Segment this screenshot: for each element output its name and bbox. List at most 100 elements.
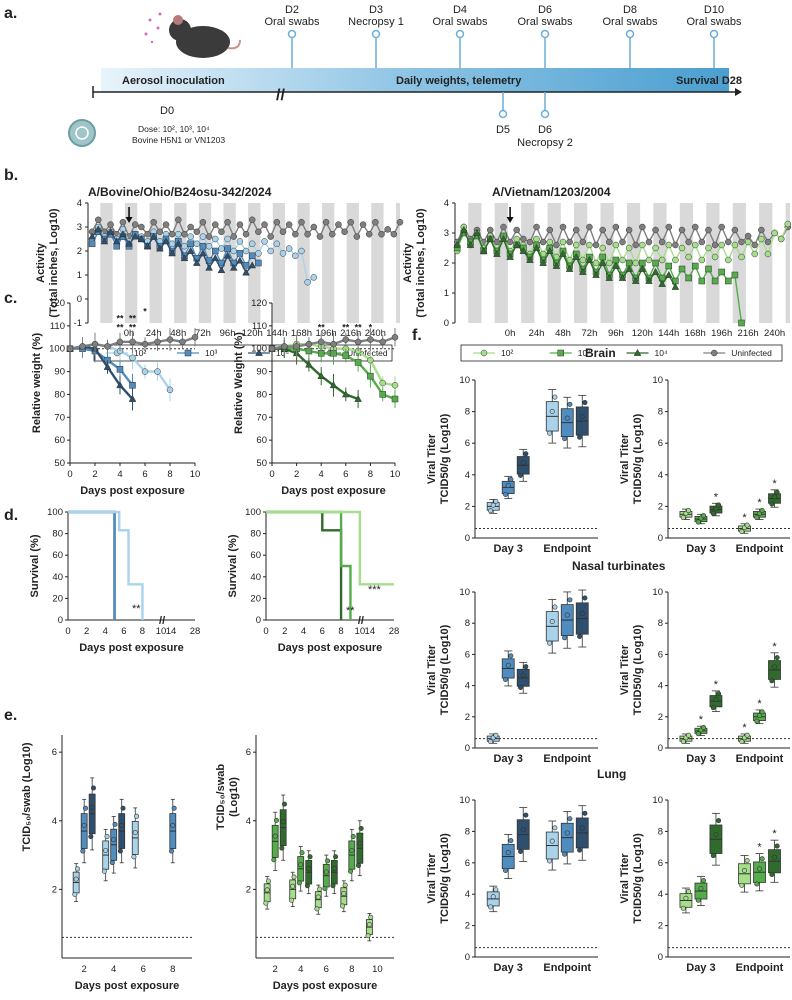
f-title-nasal: Nasal turbinates	[572, 559, 666, 573]
legend-label: 10²	[134, 348, 146, 358]
box-point	[281, 801, 287, 807]
data-point	[512, 240, 521, 248]
x-group-label: Endpoint	[736, 962, 784, 974]
y-tick-label: 110	[50, 321, 65, 332]
data-point	[718, 223, 725, 231]
box-point	[754, 718, 760, 724]
data-point	[572, 226, 580, 234]
timeline-top-day: D4	[453, 4, 467, 16]
y-axis-label-line1: Viral Titer	[426, 644, 438, 695]
data-point	[186, 246, 195, 254]
y-axis-label: Survival (%)	[29, 534, 41, 597]
data-point	[391, 395, 399, 403]
data-point	[154, 338, 161, 346]
significance-mark: *	[714, 679, 719, 691]
data-point	[143, 242, 152, 250]
data-point	[665, 241, 673, 249]
x-tick-label: 28	[190, 626, 201, 637]
box-point	[72, 891, 78, 897]
y-tick-label: 60	[250, 550, 261, 561]
data-point	[267, 233, 274, 240]
y-tick-label: 0	[465, 952, 470, 963]
y-tick-label: 8	[465, 407, 470, 418]
survival-curve	[266, 510, 394, 586]
data-point	[391, 382, 399, 389]
y-tick-label: 80	[52, 529, 63, 540]
svg-text://: //	[276, 87, 285, 104]
data-point	[526, 238, 534, 246]
data-point	[304, 278, 311, 286]
significance-mark: **	[116, 313, 124, 323]
data-point	[100, 237, 109, 245]
box-point	[579, 825, 585, 831]
data-point	[129, 354, 136, 362]
data-point	[205, 242, 213, 250]
box-point	[518, 849, 524, 855]
data-point	[711, 277, 719, 285]
data-point	[738, 238, 745, 246]
box-point	[315, 894, 321, 900]
data-point	[685, 253, 692, 261]
survival-curve	[68, 510, 116, 620]
box-point	[716, 818, 722, 824]
data-point	[378, 230, 385, 238]
x-group-label: Day 3	[686, 543, 715, 555]
data-point	[738, 253, 745, 261]
box-point	[134, 813, 140, 819]
data-point	[725, 277, 732, 285]
y-axis-label: Viral TiterTCID50/g (Log10)	[426, 624, 451, 715]
x-tick-label: 168h	[685, 328, 706, 339]
legend-label: 10⁴	[655, 348, 668, 358]
y-tick-label: 8	[658, 826, 663, 837]
data-point	[671, 282, 680, 290]
significance-mark: *	[369, 322, 373, 332]
box-point	[488, 508, 494, 514]
data-point	[632, 241, 639, 249]
legend-label: 10²	[501, 348, 513, 358]
box-point	[577, 847, 583, 853]
x-group-label: Endpoint	[543, 962, 591, 974]
x-tick-label: 144h	[658, 328, 679, 339]
night-band	[785, 203, 790, 323]
box-point	[88, 834, 94, 840]
data-point	[112, 237, 121, 245]
data-point	[137, 234, 146, 242]
data-point	[486, 234, 495, 242]
data-point	[317, 338, 325, 346]
box-point	[366, 922, 372, 928]
weight-chart-vietnam: 120 110 100 90 80 70 60 500 2 4 6 8 10 Days post expo…	[233, 298, 400, 497]
box-point	[754, 881, 760, 887]
data-point	[261, 221, 268, 228]
x-tick-label: 6	[324, 964, 329, 975]
data-point	[317, 350, 325, 357]
night-band	[706, 203, 720, 323]
x-axis-label: Days post exposure	[75, 980, 180, 992]
y-tick-label: 4	[246, 816, 251, 827]
significance-mark: *	[757, 497, 762, 509]
y-tick-label: -1	[74, 318, 82, 329]
data-point	[645, 238, 653, 246]
legend-label: 10³	[578, 348, 590, 358]
mouse-illustration	[144, 12, 241, 58]
box-point	[323, 869, 329, 875]
data-point	[329, 230, 336, 238]
activity-chart-bovine: A/Bovine/Ohio/B24osu-342/2024 -1 0 1 2 3 4 0h 24…	[35, 185, 404, 362]
data-point	[691, 223, 699, 231]
timeline-bottom-event: Necropsy 2	[517, 137, 573, 149]
x-tick-label: 120h	[632, 328, 653, 339]
x-tick-label: 4	[319, 469, 324, 480]
y-tick-label: 4	[444, 198, 449, 209]
box-point	[695, 519, 701, 525]
box-point	[304, 883, 310, 889]
x-tick-label: 0h	[124, 328, 135, 339]
y-axis-label-line1: Viral Titer	[619, 433, 631, 484]
timeline-marker-dot	[625, 29, 635, 39]
significance-mark: *	[772, 641, 777, 653]
data-point	[273, 240, 281, 248]
data-point	[639, 223, 646, 231]
night-band	[100, 203, 113, 323]
y-tick-label: 0	[658, 533, 663, 544]
box-point	[577, 434, 583, 440]
data-point	[149, 232, 158, 240]
